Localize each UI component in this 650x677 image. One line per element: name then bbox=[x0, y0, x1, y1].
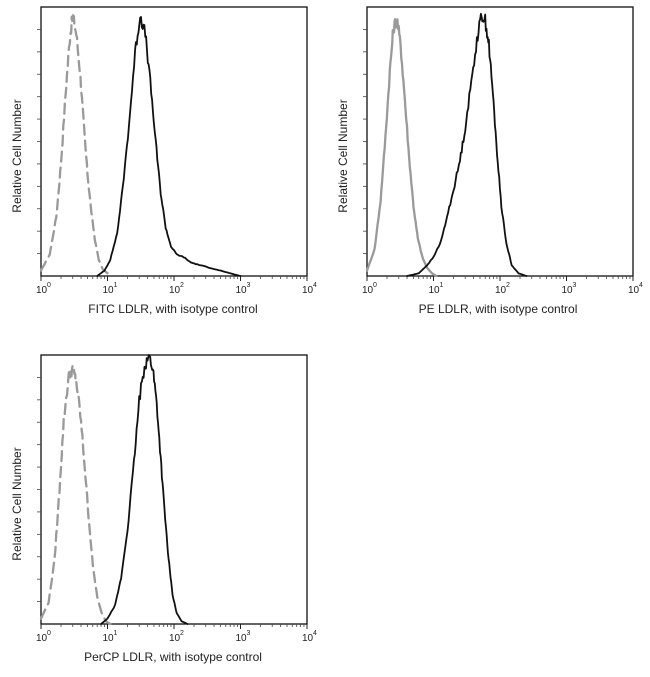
plot-area-fitc bbox=[40, 6, 308, 277]
x-tick-exp-percp-2: 2 bbox=[180, 630, 184, 637]
x-tick-exp-fitc-3: 3 bbox=[247, 282, 251, 289]
x-tick-exp-percp-4: 4 bbox=[313, 630, 317, 637]
ldlr-series-fitc bbox=[96, 16, 242, 277]
x-ticks-fitc: 10 0 10 1 10 2 10 3 10 4 bbox=[36, 276, 317, 296]
x-tick-exp-pe-1: 1 bbox=[440, 282, 444, 289]
x-ticks-percp: 10 0 10 1 10 2 10 3 10 4 bbox=[36, 624, 317, 644]
x-tick-exp-fitc-2: 2 bbox=[180, 282, 184, 289]
x-tick-label-pe-2: 10 bbox=[495, 285, 507, 296]
x-tick-label-fitc-4: 10 bbox=[302, 285, 314, 296]
series-group-percp bbox=[39, 354, 189, 626]
x-tick-exp-percp-3: 3 bbox=[247, 630, 251, 637]
y-axis-title-pe: Relative Cell Number bbox=[336, 99, 350, 212]
y-ticks-pe bbox=[363, 29, 367, 254]
x-tick-label-pe-0: 10 bbox=[362, 285, 374, 296]
x-tick-exp-percp-0: 0 bbox=[47, 630, 51, 637]
panel-percp: 10 0 10 1 10 2 10 3 10 4 Relative Cell Number Per… bbox=[0, 348, 325, 668]
x-tick-exp-pe-4: 4 bbox=[639, 282, 643, 289]
x-tick-exp-fitc-1: 1 bbox=[114, 282, 118, 289]
x-tick-exp-pe-0: 0 bbox=[373, 282, 377, 289]
series-group-fitc bbox=[39, 12, 242, 277]
x-tick-label-fitc-2: 10 bbox=[169, 285, 181, 296]
series-group-pe bbox=[365, 12, 528, 278]
x-tick-label-fitc-3: 10 bbox=[236, 285, 248, 296]
x-tick-label-percp-4: 10 bbox=[302, 633, 314, 644]
plot-area-pe bbox=[366, 6, 634, 277]
panel-pe: 10 0 10 1 10 2 10 3 10 4 Relative Cell Number PE … bbox=[325, 0, 650, 320]
x-tick-label-pe-3: 10 bbox=[562, 285, 574, 296]
isotype-control-series-pe bbox=[365, 18, 438, 278]
x-tick-label-fitc-1: 10 bbox=[103, 285, 115, 296]
isotype-control-series-percp bbox=[39, 364, 112, 626]
x-tick-exp-pe-2: 2 bbox=[506, 282, 510, 289]
x-tick-exp-fitc-4: 4 bbox=[313, 282, 317, 289]
chart-fitc: 10 0 10 1 10 2 10 3 10 4 Relative Cell Number FIT… bbox=[10, 6, 317, 316]
chart-pe: 10 0 10 1 10 2 10 3 10 4 Relative Cell Number PE … bbox=[336, 6, 643, 316]
y-ticks-fitc bbox=[37, 29, 41, 254]
x-tick-label-percp-2: 10 bbox=[169, 633, 181, 644]
x-tick-label-fitc-0: 10 bbox=[36, 285, 48, 296]
x-axis-title-percp: PerCP LDLR, with isotype control bbox=[84, 650, 262, 664]
x-tick-label-percp-0: 10 bbox=[36, 633, 48, 644]
x-axis-title-pe: PE LDLR, with isotype control bbox=[419, 302, 578, 316]
x-tick-exp-pe-3: 3 bbox=[573, 282, 577, 289]
x-tick-label-pe-1: 10 bbox=[429, 285, 441, 296]
panel-fitc: 10 0 10 1 10 2 10 3 10 4 Relative Cell Number FIT… bbox=[0, 0, 325, 320]
y-axis-title-fitc: Relative Cell Number bbox=[10, 99, 24, 212]
plot-area-percp bbox=[40, 354, 308, 625]
x-tick-exp-percp-1: 1 bbox=[114, 630, 118, 637]
chart-percp: 10 0 10 1 10 2 10 3 10 4 Relative Cell Number Per… bbox=[10, 354, 317, 664]
x-axis-title-fitc: FITC LDLR, with isotype control bbox=[88, 302, 257, 316]
y-ticks-percp bbox=[37, 377, 41, 602]
y-axis-title-percp: Relative Cell Number bbox=[10, 447, 24, 560]
x-tick-label-pe-4: 10 bbox=[628, 285, 640, 296]
ldlr-series-percp bbox=[100, 354, 189, 625]
x-tick-label-percp-3: 10 bbox=[236, 633, 248, 644]
x-ticks-pe: 10 0 10 1 10 2 10 3 10 4 bbox=[362, 276, 643, 296]
x-tick-exp-fitc-0: 0 bbox=[47, 282, 51, 289]
isotype-control-series-fitc bbox=[39, 12, 109, 275]
ldlr-series-pe bbox=[406, 12, 528, 277]
x-tick-label-percp-1: 10 bbox=[103, 633, 115, 644]
